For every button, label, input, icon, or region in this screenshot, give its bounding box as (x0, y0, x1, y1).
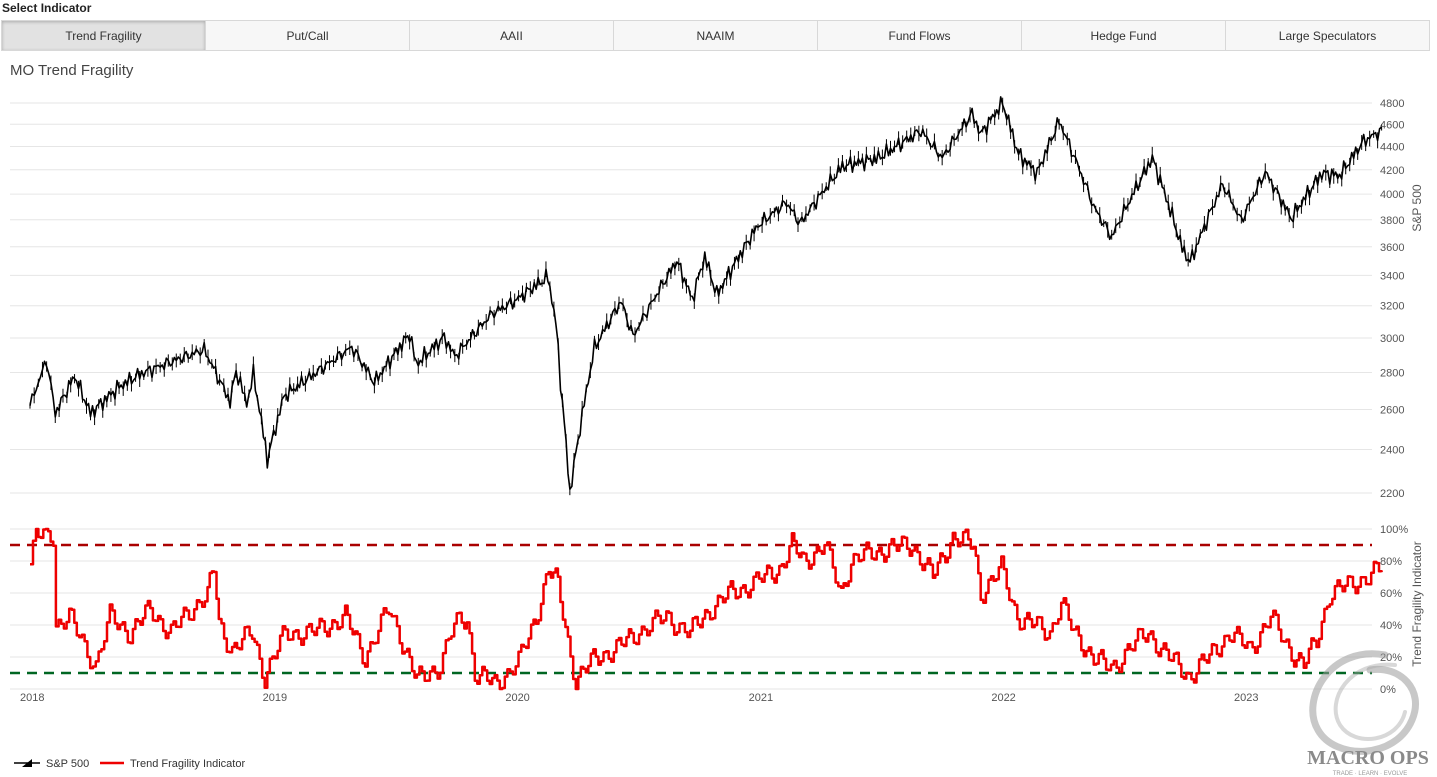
tab-hedge-fund[interactable]: Hedge Fund (1022, 21, 1226, 50)
sp500-series (29, 96, 1383, 496)
trend-fragility-series (30, 527, 1383, 691)
macro-ops-logo: MACRO OPS TRADE · LEARN · EVOLVE (1307, 650, 1429, 777)
y-tick-sp500: 3200 (1380, 301, 1404, 313)
chart-title: MO Trend Fragility (10, 62, 134, 79)
y-tick-sp500: 3400 (1380, 270, 1404, 282)
y-tick-trend-fragility: 0% (1380, 684, 1396, 696)
x-tick-label: 2018 (20, 692, 44, 704)
y-tick-sp500: 4600 (1380, 119, 1404, 131)
y-axis-title-trend-fragility: Trend Fragility Indicator (1410, 541, 1424, 667)
trend-fragility-line (30, 527, 1383, 691)
grid-layer (10, 102, 1372, 690)
legend-item-trend-fragility[interactable]: Trend Fragility Indicator (100, 758, 245, 770)
tab-aaii[interactable]: AAII (410, 21, 614, 50)
tab-naaim[interactable]: NAAIM (614, 21, 818, 50)
y-tick-sp500: 2800 (1380, 367, 1404, 379)
legend: S&P 500 Trend Fragility Indicator (14, 758, 245, 770)
x-tick-label: 2019 (263, 692, 287, 704)
tab-large-speculators[interactable]: Large Speculators (1226, 21, 1429, 50)
y-tick-sp500: 4400 (1380, 141, 1404, 153)
legend-label-trend-fragility: Trend Fragility Indicator (130, 758, 245, 770)
y-tick-trend-fragility: 80% (1380, 556, 1402, 568)
legend-label-sp500: S&P 500 (46, 758, 89, 770)
legend-item-sp500[interactable]: S&P 500 (14, 758, 89, 770)
sp500-line (29, 96, 1383, 490)
y-tick-sp500: 4200 (1380, 165, 1404, 177)
y-tick-sp500: 3000 (1380, 333, 1404, 345)
y-tick-sp500: 4800 (1380, 98, 1404, 110)
logo-text: MACRO OPS (1307, 747, 1429, 769)
y-tick-sp500: 3800 (1380, 215, 1404, 227)
logo-swirl-icon (1309, 650, 1419, 755)
y-tick-sp500: 2600 (1380, 404, 1404, 416)
y-tick-trend-fragility: 60% (1380, 588, 1402, 600)
tab-trend-fragility[interactable]: Trend Fragility (2, 21, 206, 50)
x-tick-label: 2023 (1234, 692, 1258, 704)
y-tick-trend-fragility: 100% (1380, 524, 1408, 536)
tab-put-call[interactable]: Put/Call (206, 21, 410, 50)
y-tick-sp500: 2200 (1380, 488, 1404, 500)
y-axis-title-sp500: S&P 500 (1410, 184, 1424, 231)
x-tick-label: 2020 (505, 692, 529, 704)
threshold-layer (10, 543, 1372, 675)
y-tick-sp500: 4000 (1380, 189, 1404, 201)
select-indicator-label: Select Indicator (2, 1, 92, 15)
legend-ohlc-icon (22, 759, 32, 767)
x-tick-label: 2022 (991, 692, 1015, 704)
logo-tagline: TRADE · LEARN · EVOLVE (1333, 771, 1408, 777)
x-tick-label: 2021 (749, 692, 773, 704)
tab-fund-flows[interactable]: Fund Flows (818, 21, 1022, 50)
axis-layer: 2200 2400 2600 2800 3000 3200 3400 3600 3800 4000… (20, 98, 1424, 704)
y-tick-sp500: 2400 (1380, 445, 1404, 457)
y-tick-trend-fragility: 40% (1380, 620, 1402, 632)
indicator-tabs: Trend Fragility Put/Call AAII NAAIM Fund… (1, 20, 1430, 51)
y-tick-sp500: 3600 (1380, 242, 1404, 254)
